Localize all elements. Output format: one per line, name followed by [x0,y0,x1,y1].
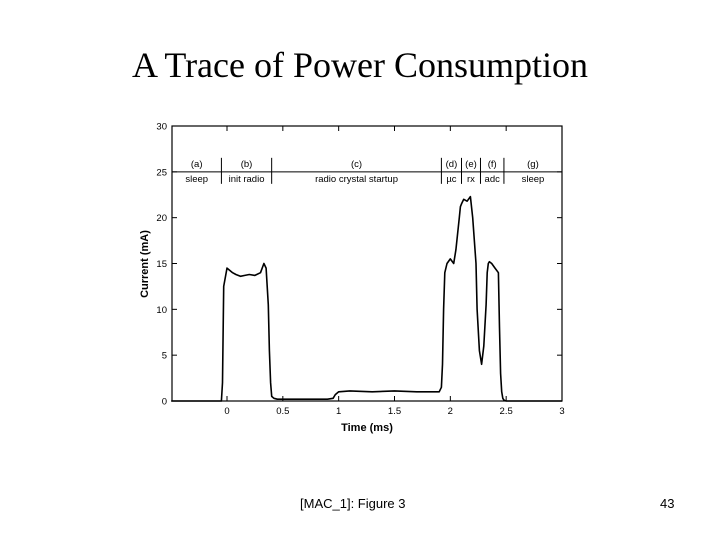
phase-letter: (g) [527,159,539,170]
phase-name: init radio [229,174,265,185]
phase-name: rx [467,174,475,185]
phase-letter: (e) [465,159,477,170]
phase-letter: (b) [241,159,253,170]
phase-letter: (f) [488,159,497,170]
x-tick-label: 0.5 [276,406,289,417]
phase-annotations: (a) sleep (b) init radio (c) radio crystal st… [172,157,562,185]
phase-name: sleep [522,174,545,185]
y-tick-label: 30 [156,122,167,133]
x-tick-label: 1.5 [388,406,401,417]
y-tick-label: 0 [162,397,167,408]
x-tick-label: 3 [559,406,564,417]
phase-letter: (c) [351,159,362,170]
y-tick-label: 5 [162,351,167,362]
x-axis-ticks: 0 0.5 1 1.5 2 2.5 3 [224,126,565,417]
phase-name: adc [485,174,501,185]
current-trace-line [171,195,562,402]
slide-title: A Trace of Power Consumption [131,45,588,85]
phase-letter: (d) [446,159,458,170]
y-tick-label: 20 [156,213,167,224]
phase-letter: (a) [191,159,203,170]
x-tick-label: 2 [448,406,453,417]
phase-name: sleep [185,174,208,185]
x-axis-label: Time (ms) [341,422,393,434]
page-number: 43 [660,496,675,511]
x-tick-label: 1 [336,406,341,417]
y-tick-label: 10 [156,305,167,316]
phase-name: µc [446,174,456,185]
y-tick-label: 15 [156,259,167,270]
y-tick-label: 25 [156,167,167,178]
x-tick-label: 0 [224,406,229,417]
y-axis-label: Current (mA) [139,230,151,298]
phase-name: radio crystal startup [315,174,398,185]
figure-caption: [MAC_1]: Figure 3 [300,496,406,511]
x-tick-label: 2.5 [500,406,513,417]
